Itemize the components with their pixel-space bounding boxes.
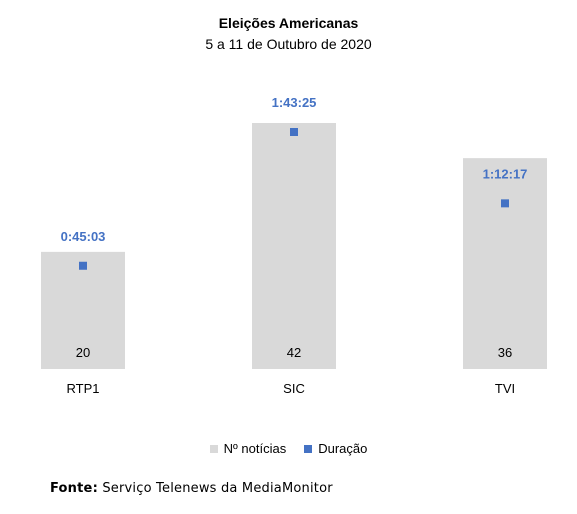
category-label: TVI — [495, 381, 515, 396]
legend-item-bars: Nº notícias — [209, 441, 287, 456]
duration-marker — [79, 261, 87, 270]
chart-subtitle: 5 a 11 de Outubro de 2020 — [205, 36, 372, 52]
bar-sic — [252, 123, 336, 369]
category-label: SIC — [283, 381, 305, 396]
source-text: Serviço Telenews da MediaMonitor — [102, 481, 333, 496]
source-note: Fonte: Serviço Telenews da MediaMonitor — [50, 481, 333, 496]
bar-tvi — [463, 158, 547, 369]
bar-rtp1 — [41, 251, 125, 369]
bar-value-label: 36 — [498, 345, 512, 360]
chart-title: Eleições Americanas — [218, 15, 359, 31]
chart-plot: 20 0:45:03 RTP1 42 1:43:25 SIC 36 1:12:17 TVI — [41, 95, 547, 396]
category-label: RTP1 — [67, 381, 100, 396]
bar-value-label: 20 — [76, 345, 90, 360]
source-label: Fonte: — [50, 481, 98, 496]
duration-label: 1:12:17 — [483, 166, 528, 181]
duration-label: 0:45:03 — [61, 229, 106, 244]
duration-marker — [290, 128, 298, 136]
legend-label-bars: Nº notícias — [223, 441, 287, 456]
duration-marker — [501, 199, 509, 208]
legend-swatch-bars — [209, 444, 218, 453]
legend-item-markers: Duração — [304, 441, 367, 456]
bar-value-label: 42 — [287, 345, 301, 360]
chart-legend: Nº notícias Duração — [0, 441, 577, 456]
duration-label: 1:43:25 — [272, 95, 317, 110]
legend-label-markers: Duração — [318, 441, 368, 456]
legend-swatch-markers — [304, 444, 313, 453]
